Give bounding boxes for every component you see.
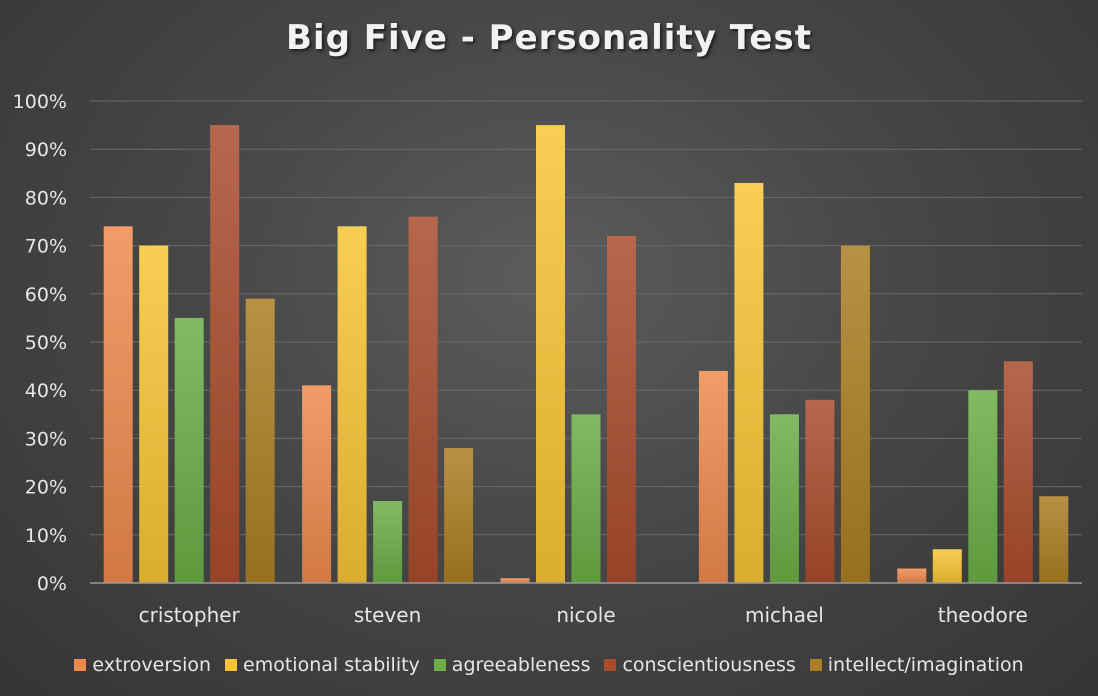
bar-emotional-stability-nicole <box>536 125 565 583</box>
y-tick-label: 30% <box>25 428 67 450</box>
bar-intellect-imagination-theodore <box>1039 496 1069 583</box>
bar-extroversion-steven <box>302 385 332 583</box>
y-tick-label: 10% <box>25 525 67 547</box>
bar-emotional-stability-theodore <box>932 549 962 583</box>
bar-conscientiousness-steven <box>408 216 438 583</box>
legend-swatch <box>74 659 87 671</box>
bar-conscientiousness-michael <box>805 399 835 583</box>
bar-agreeableness-michael <box>769 414 799 583</box>
x-category-label: cristopher <box>139 603 241 627</box>
bar-emotional-stability-michael <box>734 182 764 583</box>
legend-swatch <box>433 659 446 671</box>
y-tick-label: 40% <box>25 380 67 402</box>
legend-item: extroversion <box>74 654 211 676</box>
legend-item: intellect/imagination <box>809 654 1024 676</box>
legend-swatch <box>225 659 238 671</box>
x-category-label: theodore <box>938 603 1028 627</box>
bar-conscientiousness-nicole <box>607 235 636 583</box>
y-tick-label: 100% <box>13 91 67 113</box>
bar-emotional-stability-steven <box>337 226 367 583</box>
bar-intellect-imagination-michael <box>840 245 870 583</box>
bar-agreeableness-steven <box>373 501 403 583</box>
legend-label: conscientiousness <box>622 654 796 676</box>
bar-agreeableness-nicole <box>571 414 601 583</box>
bars <box>103 125 1069 583</box>
bar-emotional-stability-cristopher <box>139 245 169 583</box>
legend-label: intellect/imagination <box>827 654 1024 676</box>
legend-label: extroversion <box>92 654 212 676</box>
bar-intellect-imagination-steven <box>444 448 474 583</box>
x-axis-category-labels: cristopher steven nicole michael theodore <box>139 603 1028 627</box>
bar-extroversion-cristopher <box>103 226 133 583</box>
bar-agreeableness-theodore <box>968 390 998 583</box>
legend-label: agreeableness <box>451 654 591 676</box>
x-category-label: steven <box>354 603 421 627</box>
y-tick-label: 0% <box>37 573 67 595</box>
legend-swatch <box>809 659 822 671</box>
legend-item: agreeableness <box>433 654 591 676</box>
y-tick-label: 70% <box>25 236 67 258</box>
x-category-label: michael <box>745 603 824 627</box>
bar-extroversion-nicole <box>500 578 530 583</box>
y-tick-label: 50% <box>25 332 67 354</box>
bar-extroversion-michael <box>698 370 728 583</box>
y-tick-label: 20% <box>25 477 67 499</box>
x-category-label: nicole <box>556 603 615 627</box>
bar-conscientiousness-cristopher <box>210 125 240 583</box>
legend-swatch <box>604 659 617 671</box>
legend-item: conscientiousness <box>604 654 796 676</box>
bar-intellect-imagination-cristopher <box>245 298 275 583</box>
bar-extroversion-theodore <box>897 568 927 583</box>
y-axis-tick-labels: 0% 10% 20% 30% 40% 50% 60% 70% 80% 90% 100% <box>13 91 67 595</box>
legend-item: emotional stability <box>225 654 420 676</box>
y-tick-label: 80% <box>25 187 67 209</box>
y-tick-label: 60% <box>25 284 67 306</box>
chart-title: Big Five - Personality Test <box>286 18 812 58</box>
bar-conscientiousness-theodore <box>1003 361 1033 583</box>
y-tick-label: 90% <box>25 139 67 161</box>
legend: extroversion emotional stability agreeable… <box>0 654 1098 676</box>
bar-agreeableness-cristopher <box>174 317 204 583</box>
legend-label: emotional stability <box>243 654 420 676</box>
